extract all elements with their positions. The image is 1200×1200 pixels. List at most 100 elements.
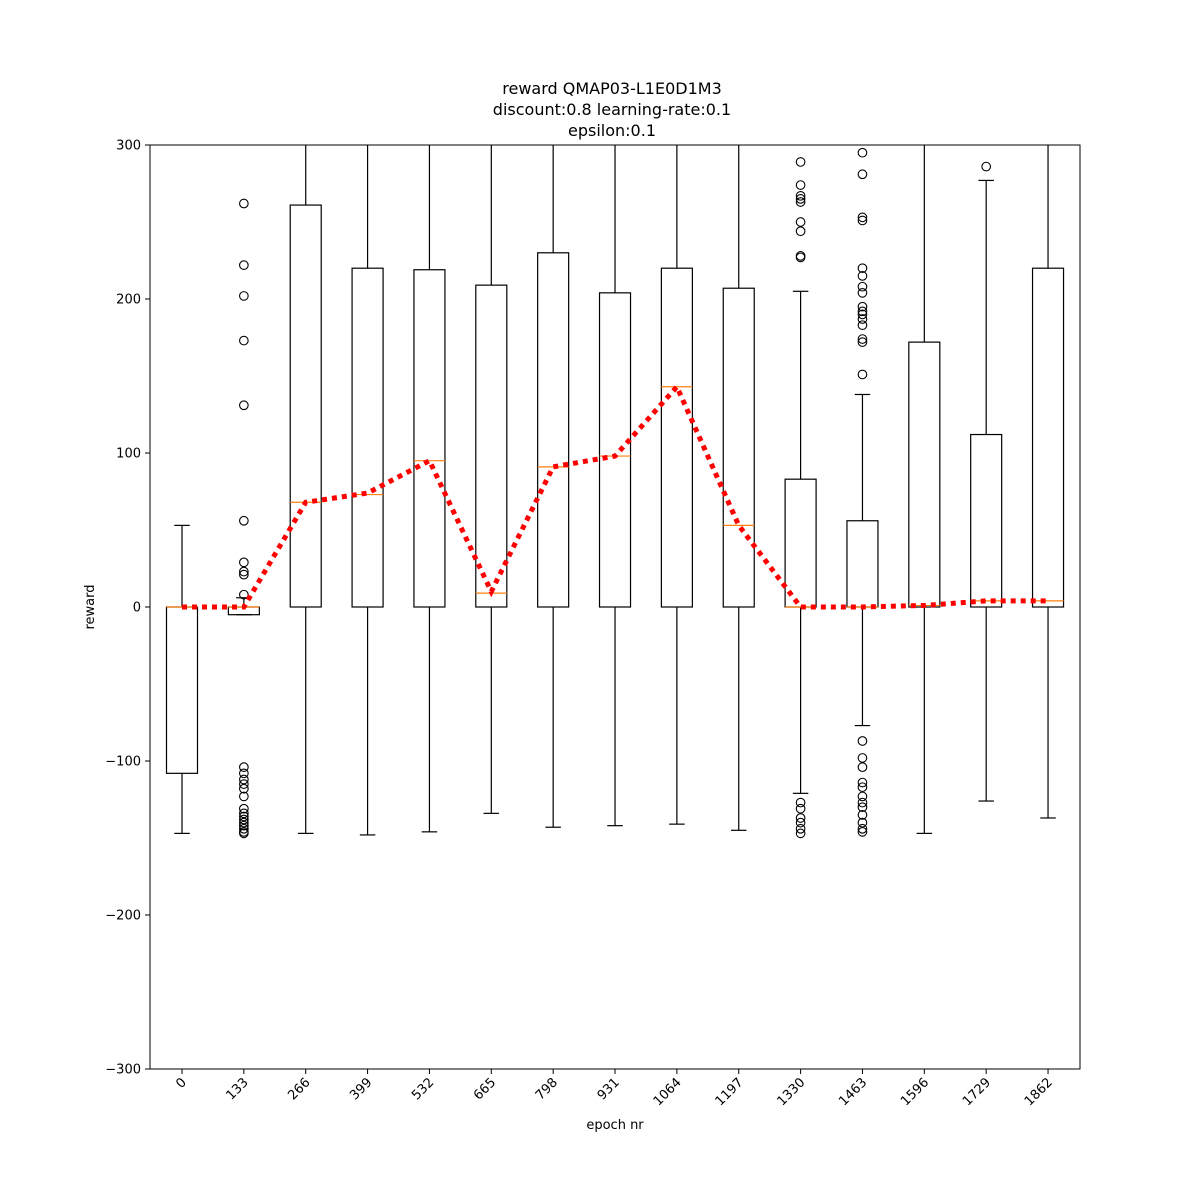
- x-tick-label: 1064: [651, 1075, 685, 1109]
- box-group-133: [227, 198, 260, 839]
- y-axis: −300 −200 −100 0 100 200 300: [105, 139, 150, 1078]
- outlier-point: [239, 814, 249, 825]
- box-iqr: [165, 606, 199, 774]
- box-iqr: [908, 341, 941, 608]
- x-tick-label: 1197: [713, 1075, 747, 1109]
- outlier-point: [795, 180, 806, 190]
- outlier-point: [857, 320, 868, 331]
- outlier-point: [239, 791, 249, 802]
- outlier-point: [857, 777, 868, 788]
- outlier-point: [795, 817, 806, 828]
- outlier-point: [795, 226, 806, 237]
- outlier-point: [857, 736, 868, 746]
- outlier-point: [239, 400, 249, 411]
- chart-title-line-2: discount:0.8 learning-rate:0.1: [493, 100, 731, 119]
- outlier-point: [857, 212, 868, 223]
- box-group-1596: [908, 145, 941, 834]
- outlier-point: [239, 515, 249, 526]
- y-axis-label: reward: [83, 584, 98, 629]
- outlier-point: [795, 803, 806, 814]
- outlier-point: [857, 823, 868, 834]
- box-group-532: [413, 145, 446, 833]
- box-iqr: [846, 520, 879, 608]
- x-tick-label: 798: [533, 1075, 561, 1103]
- box-iqr: [537, 252, 570, 608]
- chart-title: reward QMAP03-L1E0D1M3 discount:0.8 lear…: [493, 79, 731, 140]
- outlier-point: [239, 335, 249, 346]
- box-iqr: [475, 284, 508, 608]
- outlier-point: [239, 803, 249, 814]
- outlier-point: [239, 820, 249, 831]
- outlier-point: [239, 811, 249, 822]
- box-group-798: [537, 145, 570, 828]
- box-iqr: [413, 269, 446, 608]
- x-tick-label: 931: [595, 1075, 623, 1103]
- outlier-point: [857, 306, 868, 317]
- plot-area: [165, 145, 1065, 839]
- box-iqr: [598, 292, 632, 608]
- outlier-point: [857, 215, 868, 226]
- outlier-point: [857, 147, 868, 158]
- outlier-point: [857, 817, 868, 828]
- box-iqr: [784, 478, 817, 608]
- outlier-point: [857, 826, 868, 837]
- outlier-point: [857, 271, 868, 281]
- box-iqr: [660, 267, 693, 608]
- box-group-1197: [722, 145, 755, 831]
- outlier-point: [981, 161, 992, 172]
- x-axis: 0 133 266 399 532 665 798 931 1064 1197 1330 1463 15…: [173, 1069, 1056, 1109]
- box-group-1729: [970, 161, 1003, 802]
- outlier-point: [239, 774, 249, 785]
- y-tick-label: −100: [105, 755, 141, 770]
- outlier-point: [795, 823, 806, 834]
- box-group-399: [351, 145, 384, 836]
- y-tick-label: 300: [116, 139, 141, 154]
- outlier-point: [795, 190, 806, 201]
- outlier-point: [857, 169, 868, 180]
- x-tick-label: 266: [285, 1075, 313, 1103]
- x-tick-label: 0: [173, 1075, 189, 1091]
- outlier-point: [239, 762, 249, 773]
- outlier-point: [857, 287, 868, 298]
- box-group-266: [289, 145, 322, 834]
- outlier-point: [239, 260, 249, 270]
- outlier-point: [857, 762, 868, 773]
- outlier-point: [857, 263, 868, 274]
- outlier-point: [795, 828, 806, 839]
- outlier-point: [857, 314, 868, 324]
- outlier-point: [239, 569, 249, 580]
- outlier-point: [239, 779, 249, 789]
- outlier-point: [857, 301, 868, 312]
- box-iqr: [1031, 267, 1065, 608]
- box-group-931: [598, 145, 632, 827]
- outlier-point: [795, 797, 806, 808]
- outlier-point: [795, 813, 806, 823]
- x-tick-label: 532: [409, 1075, 437, 1103]
- outlier-point: [857, 337, 868, 347]
- outlier-point: [857, 810, 868, 820]
- outlier-point: [857, 334, 868, 344]
- outlier-point: [857, 802, 868, 813]
- outlier-point: [857, 791, 868, 802]
- y-tick-label: −300: [105, 1063, 141, 1078]
- outlier-point: [795, 252, 806, 263]
- x-tick-label: 665: [471, 1075, 499, 1103]
- box-iqr: [351, 267, 384, 608]
- box-iqr: [722, 287, 755, 608]
- outlier-point: [239, 198, 249, 209]
- y-tick-label: −200: [105, 909, 141, 924]
- box-group-1330: [784, 157, 817, 839]
- y-tick-label: 100: [116, 447, 141, 462]
- x-axis-label: epoch nr: [586, 1118, 644, 1133]
- x-tick-label: 1596: [898, 1075, 932, 1109]
- y-tick-label: 200: [116, 293, 141, 308]
- outlier-point: [239, 291, 249, 301]
- box-iqr: [970, 433, 1003, 608]
- outlier-point: [857, 753, 868, 763]
- box-group-1064: [660, 145, 693, 825]
- outlier-point: [857, 782, 868, 793]
- outlier-point: [857, 369, 868, 380]
- box-group-0: [165, 524, 199, 834]
- outlier-point: [239, 589, 249, 600]
